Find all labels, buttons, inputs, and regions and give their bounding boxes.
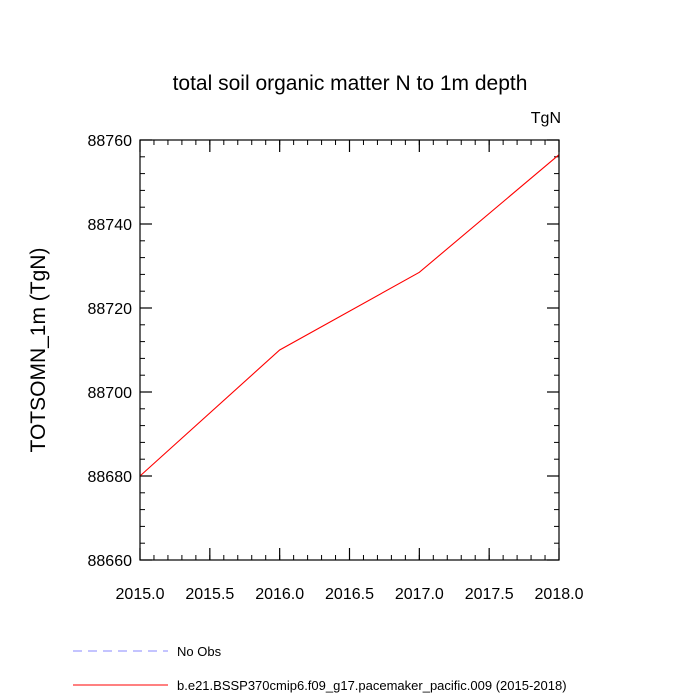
legend-label: No Obs [177, 644, 222, 659]
x-tick-label: 2015.5 [185, 586, 234, 603]
y-tick-label: 88720 [88, 301, 133, 318]
x-tick-label: 2015.0 [116, 586, 165, 603]
chart-title: total soil organic matter N to 1m depth [173, 72, 528, 95]
plot-frame [139, 139, 560, 561]
y-tick-label: 88740 [88, 217, 133, 234]
y-tick-label: 88680 [88, 469, 133, 486]
x-tick-label: 2016.5 [325, 586, 374, 603]
y-axis-label: TOTSOMN_1m (TgN) [27, 248, 50, 453]
legend-label: b.e21.BSSP370cmip6.f09_g17.pacemaker_pac… [177, 678, 567, 693]
y-tick-label: 88660 [88, 553, 133, 570]
legend: No Obs b.e21.BSSP370cmip6.f09_g17.pacemak… [73, 644, 567, 693]
y-tick-label: 88760 [88, 133, 133, 150]
x-tick-label: 2018.0 [535, 586, 584, 603]
x-tick-label: 2017.5 [465, 586, 514, 603]
x-tick-label: 2017.0 [395, 586, 444, 603]
series-line-0 [139, 154, 560, 477]
units-label: TgN [531, 110, 561, 127]
x-tick-label: 2016.0 [255, 586, 304, 603]
y-tick-label: 88700 [88, 385, 133, 402]
